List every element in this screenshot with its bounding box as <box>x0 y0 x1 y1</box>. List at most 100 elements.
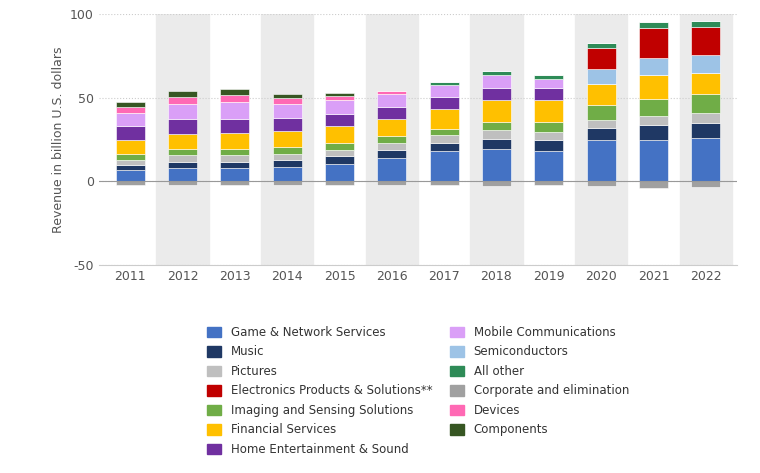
Y-axis label: Revenue in billion U.S. dollars: Revenue in billion U.S. dollars <box>52 46 65 233</box>
Bar <box>692 181 720 187</box>
Bar <box>378 91 407 95</box>
Bar <box>116 166 144 170</box>
Bar <box>378 158 407 181</box>
Bar <box>482 131 511 139</box>
Bar <box>116 154 144 159</box>
Bar <box>378 119 407 136</box>
Bar <box>429 82 458 85</box>
Bar <box>220 89 249 95</box>
Bar <box>482 122 511 131</box>
Bar <box>692 73 720 95</box>
Bar <box>534 151 563 181</box>
Bar <box>325 126 354 143</box>
Bar <box>482 75 511 88</box>
Bar <box>168 120 197 134</box>
Bar <box>429 181 458 185</box>
Bar <box>534 140 563 151</box>
Bar <box>482 100 511 122</box>
Bar <box>220 156 249 162</box>
Bar <box>639 75 668 98</box>
Bar <box>575 14 627 265</box>
Bar <box>429 109 458 129</box>
Bar <box>273 118 302 131</box>
Bar <box>534 122 563 132</box>
Bar <box>168 162 197 168</box>
Bar <box>273 94 302 98</box>
Bar <box>168 134 197 149</box>
Bar <box>482 149 511 181</box>
Bar <box>639 140 668 181</box>
Bar <box>168 181 197 185</box>
Bar <box>692 113 720 123</box>
Bar <box>692 123 720 138</box>
Bar <box>366 14 418 265</box>
Bar <box>482 88 511 100</box>
Bar <box>325 96 354 100</box>
Bar <box>679 14 732 265</box>
Bar <box>587 181 616 186</box>
Bar <box>325 100 354 114</box>
Bar <box>692 95 720 113</box>
Bar <box>587 70 616 84</box>
Bar <box>639 116 668 125</box>
Bar <box>220 95 249 102</box>
Bar <box>587 128 616 140</box>
Bar <box>325 156 354 164</box>
Bar <box>378 136 407 143</box>
Bar <box>692 138 720 181</box>
Bar <box>639 59 668 75</box>
Bar <box>273 160 302 167</box>
Bar <box>378 95 407 107</box>
Bar <box>378 181 407 184</box>
Bar <box>168 104 197 120</box>
Bar <box>273 147 302 154</box>
Bar <box>116 170 144 181</box>
Bar <box>168 149 197 156</box>
Bar <box>470 14 523 265</box>
Bar <box>587 84 616 105</box>
Bar <box>534 132 563 140</box>
Bar <box>692 21 720 26</box>
Bar <box>168 168 197 181</box>
Bar <box>429 85 458 97</box>
Legend: Game & Network Services, Music, Pictures, Electronics Products & Solutions**, Im: Game & Network Services, Music, Pictures… <box>207 326 629 456</box>
Bar <box>378 107 407 119</box>
Bar <box>639 28 668 59</box>
Bar <box>116 159 144 166</box>
Bar <box>220 119 249 133</box>
Bar <box>273 154 302 160</box>
Bar <box>534 100 563 122</box>
Bar <box>220 181 249 185</box>
Bar <box>220 149 249 156</box>
Bar <box>587 43 616 48</box>
Bar <box>429 143 458 151</box>
Bar <box>168 156 197 162</box>
Bar <box>273 131 302 147</box>
Bar <box>587 105 616 120</box>
Bar <box>220 162 249 168</box>
Bar <box>116 113 144 126</box>
Bar <box>692 26 720 55</box>
Bar <box>429 151 458 181</box>
Bar <box>534 181 563 185</box>
Bar <box>429 135 458 143</box>
Bar <box>482 139 511 149</box>
Bar <box>378 143 407 149</box>
Bar <box>273 167 302 181</box>
Bar <box>325 164 354 181</box>
Bar <box>325 114 354 126</box>
Bar <box>157 14 209 265</box>
Bar <box>273 181 302 184</box>
Bar <box>378 149 407 158</box>
Bar <box>429 129 458 135</box>
Bar <box>639 22 668 28</box>
Bar <box>325 181 354 184</box>
Bar <box>261 14 313 265</box>
Bar <box>639 98 668 116</box>
Bar <box>273 98 302 104</box>
Bar <box>220 133 249 149</box>
Bar <box>116 102 144 107</box>
Bar <box>116 181 144 184</box>
Bar <box>534 88 563 100</box>
Bar <box>273 104 302 118</box>
